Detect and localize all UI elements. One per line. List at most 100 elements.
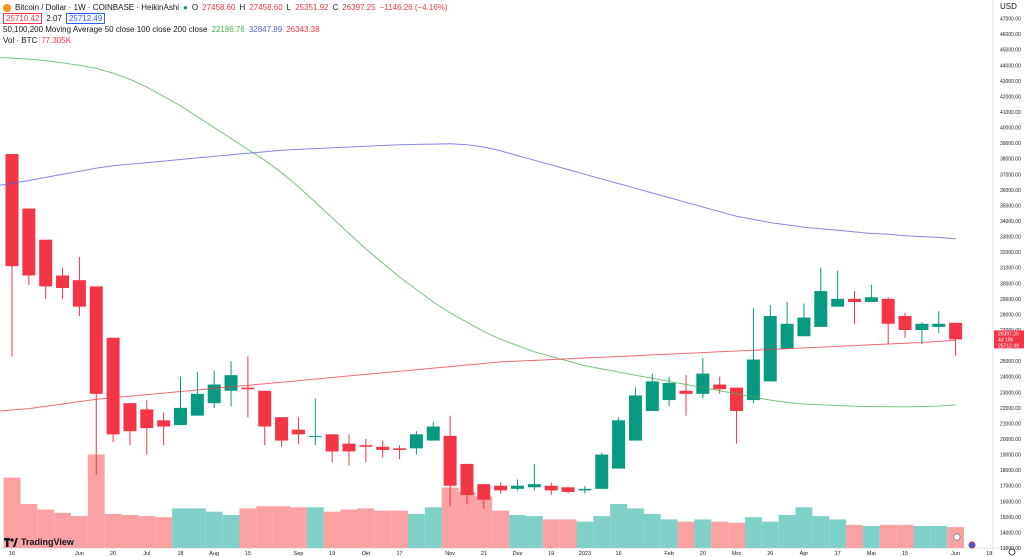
volume-bar xyxy=(829,519,847,548)
symbol-row[interactable]: Bitcoin / Dollar · 1W · COINBASE · Heiki… xyxy=(3,2,448,13)
price-tick-label: 28000.00 xyxy=(1000,312,1021,318)
volume-bar xyxy=(391,510,408,548)
last-price-badge xyxy=(994,330,1024,349)
price-tick-label: 31000.00 xyxy=(1000,266,1021,272)
volume-bar xyxy=(290,507,307,548)
volume-bar xyxy=(745,517,762,548)
low-value: 25351.92 xyxy=(295,3,329,12)
market-status-icon: ● xyxy=(183,3,188,12)
candle-body xyxy=(511,485,524,489)
candle-body xyxy=(848,298,861,302)
candle-body xyxy=(39,239,53,287)
symbol-title[interactable]: Bitcoin / Dollar · 1W · COINBASE · Heiki… xyxy=(15,3,180,12)
volume-bar xyxy=(323,511,341,548)
candle-body xyxy=(746,359,760,401)
volume-bar xyxy=(458,491,476,548)
time-tick-label: Jun xyxy=(951,551,960,557)
price-tick-label: 35000.00 xyxy=(1000,203,1021,209)
volume-bar xyxy=(525,516,543,548)
candle-body xyxy=(308,435,322,437)
moving-averages xyxy=(0,57,956,412)
price-tick-label: 41000.00 xyxy=(1000,110,1021,116)
price-badge-label: 4d 10h xyxy=(998,337,1014,343)
volume-bar xyxy=(121,515,139,548)
candle-body xyxy=(561,487,575,492)
volume-bar xyxy=(660,519,678,548)
flag-icon xyxy=(968,541,976,549)
volume-bar xyxy=(205,511,223,548)
price-tick-label: 21000.00 xyxy=(1000,421,1021,427)
price-tick-label: 20000.00 xyxy=(1000,437,1021,443)
price-tick-label: 37000.00 xyxy=(1000,172,1021,178)
price-tick-label: 32000.00 xyxy=(1000,250,1021,256)
candle-body xyxy=(628,395,642,441)
price-tick-label: 39000.00 xyxy=(1000,141,1021,147)
candle-body xyxy=(595,454,609,489)
price-tick-label: 17000.00 xyxy=(1000,484,1021,490)
candle-body xyxy=(527,484,541,488)
time-tick-label: Feb xyxy=(664,551,673,557)
tradingview-mark-icon xyxy=(4,537,18,547)
volume-bar xyxy=(542,519,560,548)
volume-bar xyxy=(188,508,206,548)
time-tick-label: 19 xyxy=(986,551,992,557)
ma200-value: 26343.38 xyxy=(286,25,320,34)
time-tick-label: Sep xyxy=(294,551,304,557)
ma-title[interactable]: 50,100,200 Moving Average 50 close 100 c… xyxy=(3,25,208,34)
volume-bar xyxy=(492,510,510,548)
candle-body xyxy=(291,429,305,435)
price-tick-label: 14000.00 xyxy=(1000,530,1021,536)
candle-body xyxy=(645,381,659,411)
currency-label[interactable]: USD xyxy=(1000,2,1017,11)
candle-body xyxy=(915,323,929,330)
sell-price-button[interactable]: 25710.42 xyxy=(3,13,43,24)
volume-bar xyxy=(627,508,644,548)
candle-body xyxy=(325,434,339,452)
ma-row[interactable]: 50,100,200 Moving Average 50 close 100 c… xyxy=(3,24,448,35)
time-tick-label: Apr xyxy=(800,551,809,557)
candle-body xyxy=(106,337,120,435)
candle-body xyxy=(544,485,558,491)
settings-gear-icon xyxy=(1008,548,1016,556)
candle-body xyxy=(578,488,592,491)
close-label: C xyxy=(332,3,339,12)
volume-bar xyxy=(593,516,611,548)
time-tick-label: Mrz xyxy=(732,551,741,557)
candle-body xyxy=(797,317,811,337)
price-axis[interactable]: 13000.0014000.0015000.0016000.0017000.00… xyxy=(1000,17,1021,552)
time-tick-label: 17 xyxy=(396,551,402,557)
buy-price-button[interactable]: 25712.49 xyxy=(65,13,106,24)
volume-bar xyxy=(424,507,442,548)
volume-row[interactable]: Vol · BTC 77.305K xyxy=(3,35,448,46)
volume-value: 77.305K xyxy=(41,36,72,45)
time-tick-label: Jul xyxy=(143,551,150,557)
volume-bar xyxy=(677,521,695,548)
time-tick-label: 21 xyxy=(481,551,487,557)
volume-title[interactable]: Vol · BTC xyxy=(3,36,38,45)
time-tick-label: Okt xyxy=(362,551,371,557)
bid-ask-row: 25710.42 2.07 25712.49 xyxy=(3,13,448,24)
time-axis[interactable]: 16 Jun 20 Jul 18 Aug 15 Sep 19 Okt 17 Nov 21 Dez 19 202… xyxy=(9,533,1016,557)
volume-bar xyxy=(879,524,897,548)
volume-bar xyxy=(172,508,189,548)
time-tick-label: 15 xyxy=(245,551,251,557)
candle-body xyxy=(359,445,373,447)
candle-body xyxy=(814,291,828,327)
price-tick-label: 29000.00 xyxy=(1000,297,1021,303)
spread-value: 2.07 xyxy=(46,14,62,23)
price-badge-label: 26397.25 xyxy=(998,331,1019,337)
change-value: −1146.26 (−4.16%) xyxy=(379,3,448,12)
candle-body xyxy=(679,390,693,394)
tradingview-logo[interactable]: TradingView xyxy=(4,537,74,547)
volume-bar xyxy=(3,477,21,548)
price-tick-label: 40000.00 xyxy=(1000,126,1021,132)
candle-body xyxy=(730,387,744,411)
candle-body xyxy=(72,280,86,307)
price-tick-label: 30000.00 xyxy=(1000,281,1021,287)
volume-bars xyxy=(3,454,965,548)
tradingview-brand: TradingView xyxy=(21,537,74,547)
candle-body xyxy=(831,298,845,307)
candle-body xyxy=(460,463,474,496)
